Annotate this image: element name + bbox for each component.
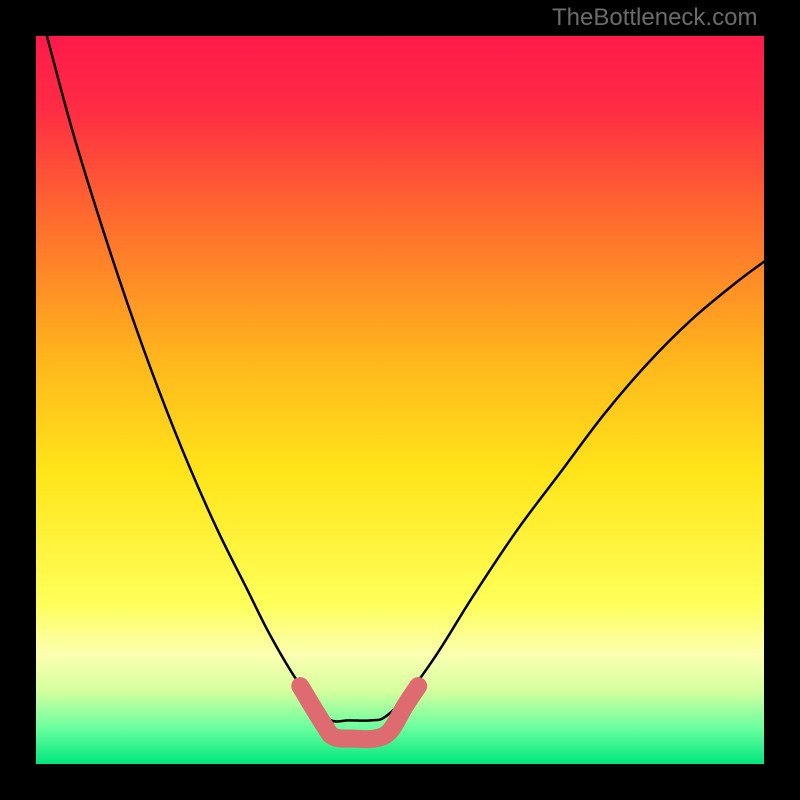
chart-background [36, 36, 764, 764]
chart-area [36, 36, 764, 764]
chart-frame: TheBottleneck.com [0, 0, 800, 800]
chart-svg [36, 36, 764, 764]
watermark-text: TheBottleneck.com [552, 4, 757, 32]
